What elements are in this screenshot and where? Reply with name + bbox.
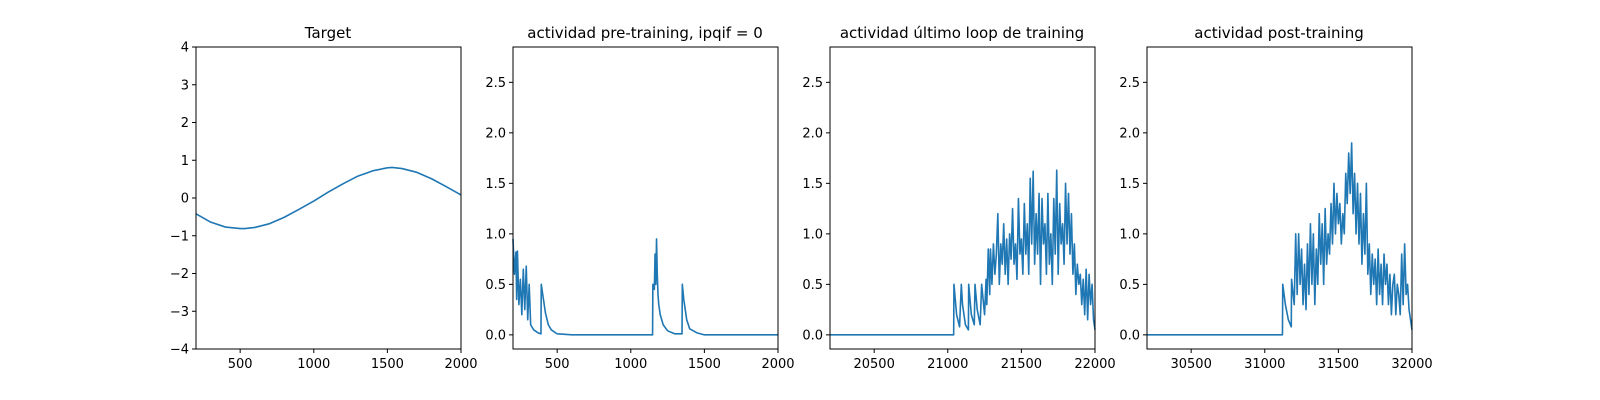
- axes-frame: [195, 46, 462, 350]
- series-line: [1147, 142, 1413, 336]
- y-tick-label: 0.0: [1119, 328, 1140, 343]
- x-tick-label: 500: [228, 357, 253, 372]
- x-tick-label: 1000: [614, 357, 647, 372]
- y-tick-label: −3: [170, 305, 189, 320]
- y-tick-label: −4: [170, 343, 189, 358]
- panel-title: actividad pre-training, ipqif = 0: [527, 24, 763, 42]
- y-tick-label: 2.5: [802, 76, 823, 91]
- x-tick-label: 32000: [1391, 357, 1432, 372]
- axes-frame: [829, 46, 1096, 350]
- y-tick-label: −2: [170, 267, 189, 282]
- y-tick-label: 2.0: [802, 126, 823, 141]
- x-tick-label: 21000: [927, 357, 968, 372]
- series-line: [512, 238, 778, 336]
- y-tick-label: 2.0: [485, 126, 506, 141]
- last-training-loop-panel: actividad último loop de training 20500 2…: [802, 24, 1115, 372]
- x-tick-label: 1500: [688, 357, 721, 372]
- y-tick-label: 0.5: [1119, 278, 1140, 293]
- y-tick-label: 0.5: [802, 278, 823, 293]
- y-tick-label: 1.5: [1119, 177, 1140, 192]
- x-tick-label: 500: [545, 357, 570, 372]
- y-tick-label: 0: [181, 192, 189, 207]
- y-tick-label: 1.0: [1119, 227, 1140, 242]
- x-tick-label: 2000: [761, 357, 794, 372]
- panel-title: Target: [304, 24, 352, 42]
- y-tick-label: −1: [170, 229, 189, 244]
- series-line: [195, 166, 462, 230]
- y-tick-label: 2: [181, 116, 189, 131]
- x-tick-label: 31500: [1318, 357, 1359, 372]
- x-tick-label: 1000: [297, 357, 330, 372]
- y-tick-label: 1.0: [485, 227, 506, 242]
- y-tick-label: 2.5: [1119, 76, 1140, 91]
- x-tick-label: 22000: [1074, 357, 1115, 372]
- x-tick-label: 30500: [1170, 357, 1211, 372]
- y-tick-label: 2.5: [485, 76, 506, 91]
- y-tick-label: 0.0: [485, 328, 506, 343]
- y-tick-label: 1.5: [802, 177, 823, 192]
- x-tick-label: 20500: [853, 357, 894, 372]
- y-tick-label: 4: [181, 41, 189, 56]
- y-tick-label: 1: [181, 154, 189, 169]
- panel-title: actividad último loop de training: [840, 24, 1084, 42]
- series-line: [830, 169, 1096, 336]
- y-tick-label: 1.5: [485, 177, 506, 192]
- x-tick-label: 31000: [1244, 357, 1285, 372]
- x-tick-label: 2000: [444, 357, 477, 372]
- y-tick-label: 3: [181, 78, 189, 93]
- y-tick-label: 1.0: [802, 227, 823, 242]
- target-panel: Target 500 1000 1500 2000 −4 −3 −2 −1 0 1 2 3 4: [170, 24, 478, 372]
- axes-frame: [512, 46, 779, 350]
- axes-frame: [1146, 46, 1413, 350]
- y-tick-label: 2.0: [1119, 126, 1140, 141]
- y-tick-label: 0.5: [485, 278, 506, 293]
- x-tick-label: 1500: [371, 357, 404, 372]
- panel-title: actividad post-training: [1194, 24, 1363, 42]
- post-training-panel: actividad post-training 30500 31000 31500 3…: [1119, 24, 1432, 372]
- x-tick-label: 21500: [1001, 357, 1042, 372]
- pre-training-panel: actividad pre-training, ipqif = 0 500 100…: [485, 24, 794, 372]
- y-tick-label: 0.0: [802, 328, 823, 343]
